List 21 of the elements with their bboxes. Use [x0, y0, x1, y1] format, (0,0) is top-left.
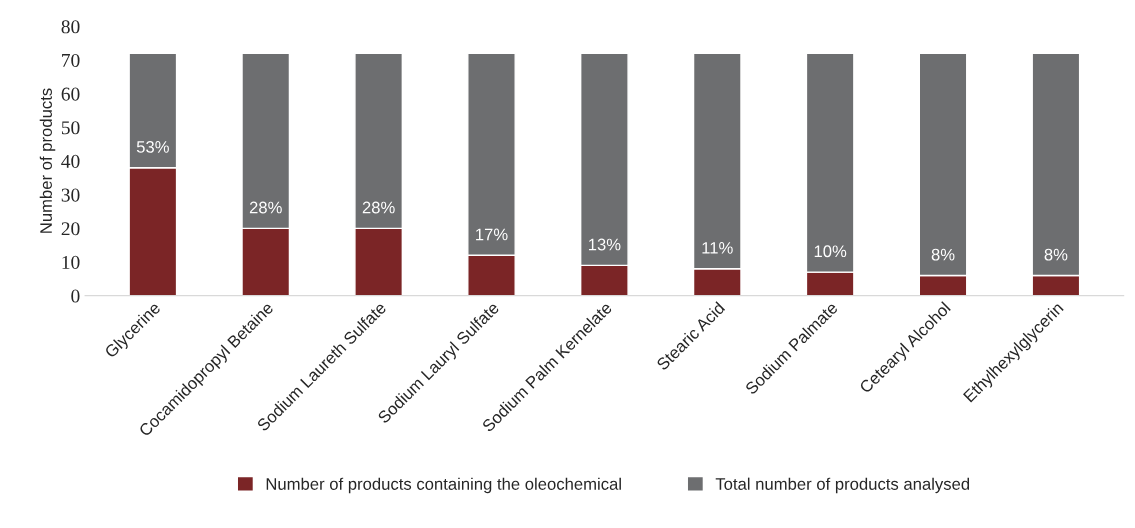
annotation: 11%	[702, 242, 733, 254]
y-tick-label: 0	[71, 289, 80, 303]
y-tick-label: 10	[62, 255, 80, 269]
annotation: 8%	[931, 248, 955, 261]
y-tick-label: 20	[61, 222, 80, 236]
annotation: 10%	[814, 245, 847, 258]
y-tick-label: 80	[61, 20, 80, 34]
annotation: 13%	[588, 238, 621, 251]
legend-label: Total number of products analysed	[715, 477, 970, 494]
annotation: 28%	[362, 201, 395, 214]
annotation: 28%	[249, 201, 282, 214]
y-tick-label: 70	[62, 53, 80, 67]
y-tick-label: 60	[61, 87, 80, 101]
y-axis-title: Number of products	[39, 88, 56, 233]
y-tick-label: 30	[61, 188, 80, 202]
y-tick-label: 50	[61, 121, 80, 135]
annotation: 8%	[1044, 248, 1068, 261]
annotation: 17%	[476, 228, 508, 241]
legend-label: Number of products containing the oleochemical	[266, 477, 621, 494]
annotation: 53%	[136, 141, 169, 153]
y-tick-label: 40	[61, 154, 80, 168]
